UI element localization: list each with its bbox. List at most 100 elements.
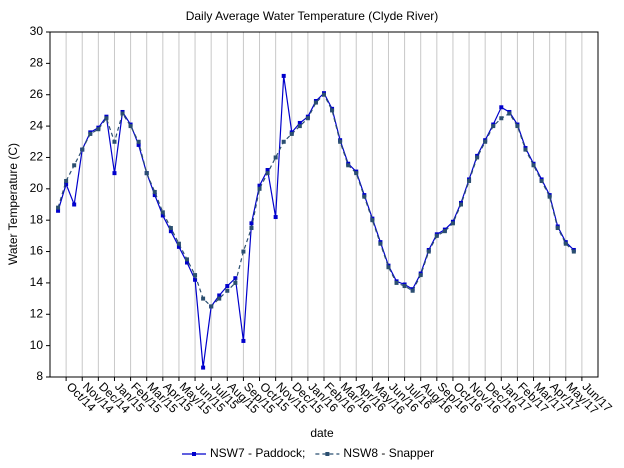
data-point — [330, 108, 335, 113]
data-point — [442, 229, 447, 234]
data-point — [265, 171, 270, 176]
data-point — [209, 304, 214, 309]
data-point — [491, 124, 496, 129]
series-line — [57, 93, 575, 308]
data-point — [273, 155, 278, 160]
data-point — [80, 147, 85, 152]
data-point — [217, 293, 222, 298]
legend-label: NSW7 - Paddock; — [210, 446, 305, 460]
data-point — [483, 139, 488, 144]
data-point — [346, 163, 351, 168]
data-point — [241, 249, 246, 254]
x-axis-label: date — [310, 426, 334, 440]
data-point — [539, 178, 544, 183]
data-point — [523, 147, 528, 152]
data-point — [547, 194, 552, 199]
data-point — [281, 73, 286, 78]
y-tick-label: 12 — [30, 306, 44, 320]
data-point — [168, 229, 173, 234]
data-point — [160, 210, 165, 215]
data-point — [313, 100, 318, 105]
data-point — [249, 226, 254, 231]
plot-frame — [49, 31, 599, 378]
data-point — [281, 139, 286, 144]
data-point — [362, 194, 367, 199]
data-point — [176, 244, 181, 249]
data-point — [297, 120, 302, 125]
data-point — [249, 221, 254, 226]
y-tick-label: 8 — [36, 369, 43, 383]
data-point — [467, 178, 472, 183]
y-tick-label: 30 — [30, 24, 44, 38]
data-point — [128, 124, 133, 129]
data-point — [571, 249, 576, 254]
data-point — [394, 280, 399, 285]
data-point — [72, 202, 77, 207]
data-point — [88, 131, 93, 136]
data-point — [241, 338, 246, 343]
data-point — [499, 116, 504, 121]
data-point — [507, 111, 512, 116]
data-point — [136, 139, 141, 144]
data-point — [56, 205, 61, 210]
data-point — [289, 131, 294, 136]
data-point — [120, 111, 125, 116]
data-point — [225, 284, 230, 289]
data-point — [515, 124, 520, 129]
data-point — [370, 218, 375, 223]
data-point — [144, 171, 149, 176]
data-point — [56, 208, 61, 213]
data-point — [64, 182, 69, 187]
data-point — [185, 257, 189, 262]
data-point — [426, 249, 431, 254]
series-line — [57, 75, 575, 368]
legend-label: NSW8 - Snapper — [343, 446, 434, 460]
data-point — [168, 226, 173, 231]
data-point — [185, 260, 189, 265]
data-point — [555, 226, 560, 231]
data-point — [402, 284, 407, 289]
data-point — [354, 171, 359, 176]
data-point — [152, 189, 157, 194]
y-tick-label: 20 — [30, 181, 44, 195]
y-tick-label: 10 — [30, 338, 44, 352]
data-point — [257, 186, 262, 191]
legend-marker — [192, 452, 196, 456]
data-point — [475, 155, 480, 160]
data-point — [531, 163, 536, 168]
data-point — [225, 288, 230, 293]
data-point — [499, 105, 504, 110]
data-point — [233, 280, 238, 285]
data-point — [265, 168, 270, 172]
data-point — [434, 233, 439, 238]
data-point — [160, 213, 165, 218]
data-point — [273, 215, 278, 220]
data-point — [563, 241, 568, 246]
data-point — [112, 139, 117, 144]
data-point — [96, 127, 101, 132]
data-point — [217, 296, 222, 301]
data-point — [305, 116, 310, 121]
data-point — [410, 288, 415, 293]
y-tick-label: 14 — [30, 275, 44, 289]
data-point — [201, 365, 206, 370]
legend: NSW7 - Paddock; NSW8 - Snapper — [182, 446, 434, 460]
data-point — [136, 142, 141, 147]
y-axis-label: Water Temperature (C) — [6, 143, 20, 265]
data-point — [64, 178, 69, 183]
data-point — [193, 277, 198, 282]
y-tick-label: 18 — [30, 212, 44, 226]
data-point — [386, 265, 391, 270]
data-point — [193, 273, 198, 278]
data-point — [233, 276, 238, 281]
data-point — [72, 163, 77, 168]
data-point — [459, 202, 463, 207]
data-point — [418, 273, 423, 278]
data-point — [297, 124, 302, 129]
data-point — [152, 193, 157, 198]
legend-marker — [325, 452, 330, 456]
data-point — [201, 296, 206, 301]
data-point — [450, 221, 455, 226]
data-point — [104, 116, 109, 121]
